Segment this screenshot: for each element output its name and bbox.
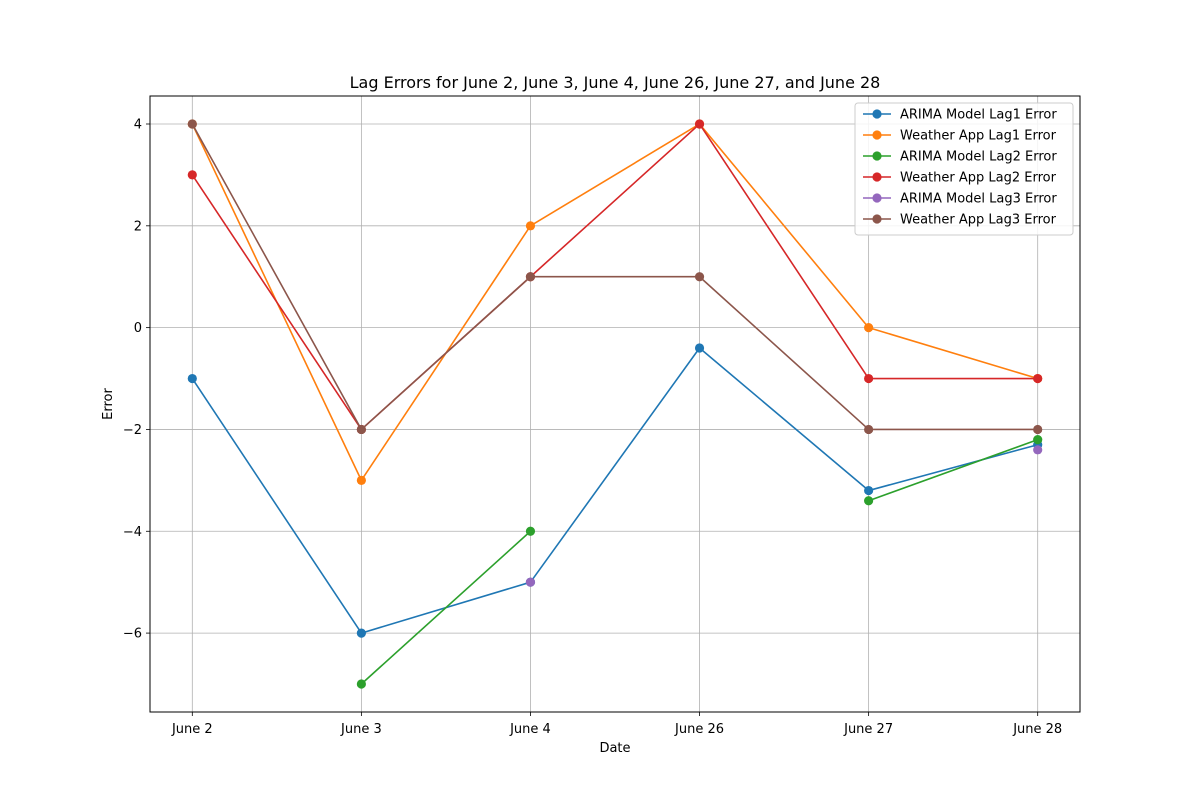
legend-marker <box>872 172 882 182</box>
x-tick-label: June 26 <box>674 722 724 737</box>
x-tick-label: June 4 <box>509 722 551 737</box>
legend-label: ARIMA Model Lag1 Error <box>900 108 1057 123</box>
data-point <box>525 221 536 231</box>
y-tick-label: −4 <box>123 525 142 540</box>
x-axis-title: Date <box>599 741 630 756</box>
series-line <box>191 123 1038 431</box>
data-point <box>525 526 536 536</box>
series-line <box>191 347 1038 634</box>
x-tick-label: June 2 <box>171 722 213 737</box>
data-point <box>525 272 536 282</box>
series-6 <box>187 119 1043 435</box>
data-point <box>187 119 197 129</box>
y-tick-label: −6 <box>123 627 142 642</box>
plot-frame <box>149 95 1081 713</box>
data-point <box>864 323 874 333</box>
data-point <box>694 343 705 353</box>
data-point <box>1033 435 1043 445</box>
chart-title: Lag Errors for June 2, June 3, June 4, J… <box>350 73 881 92</box>
series-line <box>360 530 531 685</box>
series-line <box>191 123 1038 482</box>
y-tick-label: 4 <box>134 118 142 133</box>
y-tick-label: 2 <box>134 219 142 234</box>
y-tick-label: 0 <box>134 321 142 336</box>
legend-label: Weather App Lag2 Error <box>900 171 1057 186</box>
data-point <box>356 679 366 689</box>
series-line <box>868 438 1038 502</box>
data-point <box>187 373 197 384</box>
data-point <box>1033 424 1043 435</box>
legend-marker <box>872 130 882 140</box>
data-point <box>356 424 366 435</box>
legend-marker <box>872 151 882 161</box>
data-point <box>187 170 197 180</box>
legend-box <box>854 102 1074 236</box>
legend-marker <box>872 214 882 224</box>
data-point <box>864 496 874 506</box>
data-point <box>864 373 874 384</box>
series-1 <box>187 343 1043 638</box>
series-line <box>191 123 1038 431</box>
legend-marker <box>872 193 882 203</box>
legend-label: ARIMA Model Lag3 Error <box>900 192 1057 207</box>
data-point <box>525 577 536 587</box>
legend-label: Weather App Lag1 Error <box>900 129 1057 144</box>
data-point <box>864 424 874 435</box>
legend-label: ARIMA Model Lag2 Error <box>900 150 1057 165</box>
legend-label: Weather App Lag3 Error <box>900 213 1057 228</box>
x-tick-label: June 27 <box>843 722 893 737</box>
y-axis-title: Error <box>101 388 116 420</box>
data-point <box>1033 445 1043 455</box>
series-5 <box>525 445 1043 587</box>
data-point <box>694 119 705 129</box>
x-tick-label: June 3 <box>340 722 382 737</box>
legend: ARIMA Model Lag1 Error Weather App Lag1 E… <box>854 102 1074 236</box>
legend-marker <box>872 109 882 119</box>
data-point <box>694 272 705 282</box>
series-3 <box>356 435 1043 689</box>
y-tick-label: −2 <box>123 423 142 438</box>
data-point <box>1033 373 1043 384</box>
x-tick-label: June 28 <box>1012 722 1062 737</box>
data-point <box>864 485 874 496</box>
data-point <box>356 475 366 485</box>
data-point <box>356 628 366 638</box>
